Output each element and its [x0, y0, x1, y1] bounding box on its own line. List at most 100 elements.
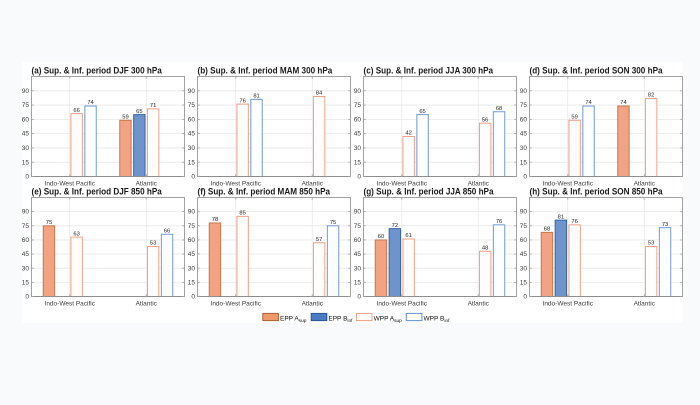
svg-text:73: 73 — [662, 222, 668, 228]
svg-text:30: 30 — [520, 145, 528, 152]
svg-text:90: 90 — [354, 209, 362, 216]
svg-text:90: 90 — [520, 209, 528, 216]
svg-text:Atlantic: Atlantic — [634, 181, 656, 188]
svg-text:(g) Sup. & Inf. period JJA 850: (g) Sup. & Inf. period JJA 850 hPa — [364, 187, 495, 197]
svg-text:0: 0 — [25, 174, 29, 181]
svg-text:0: 0 — [191, 294, 195, 301]
svg-text:84: 84 — [316, 91, 323, 97]
svg-text:60: 60 — [188, 116, 196, 123]
svg-text:0: 0 — [191, 174, 195, 181]
svg-text:60: 60 — [378, 234, 384, 240]
svg-text:74: 74 — [87, 100, 94, 106]
svg-text:45: 45 — [520, 251, 528, 258]
svg-text:81: 81 — [253, 94, 259, 100]
svg-text:(d) Sup. & Inf. period SON 300: (d) Sup. & Inf. period SON 300 hPa — [530, 66, 664, 76]
svg-text:65: 65 — [419, 109, 425, 115]
svg-text:Indo-West Pacific: Indo-West Pacific — [377, 301, 428, 308]
svg-text:EPP Binf: EPP Binf — [328, 315, 353, 324]
svg-text:30: 30 — [520, 265, 528, 272]
svg-text:90: 90 — [22, 209, 30, 216]
svg-text:48: 48 — [482, 245, 488, 251]
svg-text:(h) Sup. & Inf. period SON 850: (h) Sup. & Inf. period SON 850 hPa — [530, 187, 664, 197]
svg-text:Atlantic: Atlantic — [302, 181, 324, 188]
svg-text:60: 60 — [520, 116, 528, 123]
svg-text:75: 75 — [354, 102, 362, 109]
svg-text:30: 30 — [22, 265, 30, 272]
svg-text:15: 15 — [354, 159, 362, 166]
svg-text:Indo-West Pacific: Indo-West Pacific — [45, 301, 96, 308]
svg-text:90: 90 — [188, 209, 196, 216]
svg-text:45: 45 — [22, 131, 30, 138]
svg-text:45: 45 — [22, 251, 30, 258]
svg-text:82: 82 — [648, 93, 654, 99]
svg-text:45: 45 — [354, 251, 362, 258]
svg-text:72: 72 — [392, 223, 398, 229]
svg-text:59: 59 — [122, 115, 128, 121]
svg-text:75: 75 — [188, 223, 196, 230]
svg-text:Indo-West Pacific: Indo-West Pacific — [377, 181, 428, 188]
svg-text:61: 61 — [405, 233, 411, 239]
svg-text:0: 0 — [25, 294, 29, 301]
svg-text:(e) Sup. & Inf. period DJF 850: (e) Sup. & Inf. period DJF 850 hPa — [32, 187, 163, 197]
svg-text:76: 76 — [239, 98, 245, 104]
svg-text:30: 30 — [354, 145, 362, 152]
svg-text:65: 65 — [136, 109, 142, 115]
svg-text:42: 42 — [405, 131, 411, 137]
svg-text:75: 75 — [354, 223, 362, 230]
svg-text:15: 15 — [188, 279, 196, 286]
svg-text:Atlantic: Atlantic — [468, 301, 490, 308]
svg-text:68: 68 — [544, 227, 550, 233]
svg-text:15: 15 — [22, 159, 30, 166]
svg-text:75: 75 — [188, 102, 196, 109]
svg-text:60: 60 — [188, 237, 196, 244]
svg-text:75: 75 — [46, 220, 52, 226]
svg-text:90: 90 — [188, 88, 196, 95]
svg-text:68: 68 — [496, 106, 502, 112]
svg-text:60: 60 — [520, 237, 528, 244]
svg-text:75: 75 — [330, 220, 336, 226]
svg-text:71: 71 — [150, 103, 156, 109]
svg-text:63: 63 — [73, 231, 79, 237]
svg-text:45: 45 — [188, 251, 196, 258]
svg-text:Indo-West Pacific: Indo-West Pacific — [211, 181, 262, 188]
svg-text:Indo-West Pacific: Indo-West Pacific — [211, 301, 262, 308]
svg-text:0: 0 — [523, 174, 527, 181]
svg-text:15: 15 — [188, 159, 196, 166]
svg-text:81: 81 — [558, 214, 564, 220]
svg-text:15: 15 — [520, 279, 528, 286]
svg-text:WPP Asup: WPP Asup — [374, 315, 403, 324]
svg-text:75: 75 — [22, 102, 30, 109]
svg-text:60: 60 — [354, 116, 362, 123]
svg-text:0: 0 — [357, 174, 361, 181]
svg-text:60: 60 — [354, 237, 362, 244]
svg-text:66: 66 — [73, 108, 79, 114]
svg-text:57: 57 — [316, 237, 322, 243]
svg-text:Atlantic: Atlantic — [136, 301, 158, 308]
svg-text:15: 15 — [354, 279, 362, 286]
svg-text:90: 90 — [520, 88, 528, 95]
svg-text:(b) Sup. & Inf. period MAM 300: (b) Sup. & Inf. period MAM 300 hPa — [198, 66, 334, 76]
svg-text:75: 75 — [520, 223, 528, 230]
svg-text:(c) Sup. & Inf. period JJA 300: (c) Sup. & Inf. period JJA 300 hPa — [364, 66, 494, 76]
svg-text:53: 53 — [648, 241, 654, 247]
svg-text:76: 76 — [496, 219, 502, 225]
svg-text:30: 30 — [354, 265, 362, 272]
svg-text:30: 30 — [188, 145, 196, 152]
svg-text:Atlantic: Atlantic — [468, 181, 490, 188]
svg-text:Indo-West Pacific: Indo-West Pacific — [45, 181, 96, 188]
svg-text:78: 78 — [212, 217, 218, 223]
svg-text:(f) Sup. & Inf. period MAM 850: (f) Sup. & Inf. period MAM 850 hPa — [198, 187, 331, 197]
svg-text:0: 0 — [523, 294, 527, 301]
svg-text:Indo-West Pacific: Indo-West Pacific — [543, 181, 594, 188]
svg-text:15: 15 — [520, 159, 528, 166]
svg-text:76: 76 — [571, 219, 577, 225]
svg-text:Atlantic: Atlantic — [634, 301, 656, 308]
svg-text:30: 30 — [22, 145, 30, 152]
svg-text:90: 90 — [22, 88, 30, 95]
svg-text:Indo-West Pacific: Indo-West Pacific — [543, 301, 594, 308]
svg-text:85: 85 — [239, 211, 245, 217]
svg-text:74: 74 — [620, 100, 627, 106]
svg-text:74: 74 — [585, 100, 592, 106]
svg-text:EPP Asup: EPP Asup — [280, 315, 307, 324]
svg-text:(a) Sup. & Inf. period DJF 300: (a) Sup. & Inf. period DJF 300 hPa — [32, 66, 163, 76]
